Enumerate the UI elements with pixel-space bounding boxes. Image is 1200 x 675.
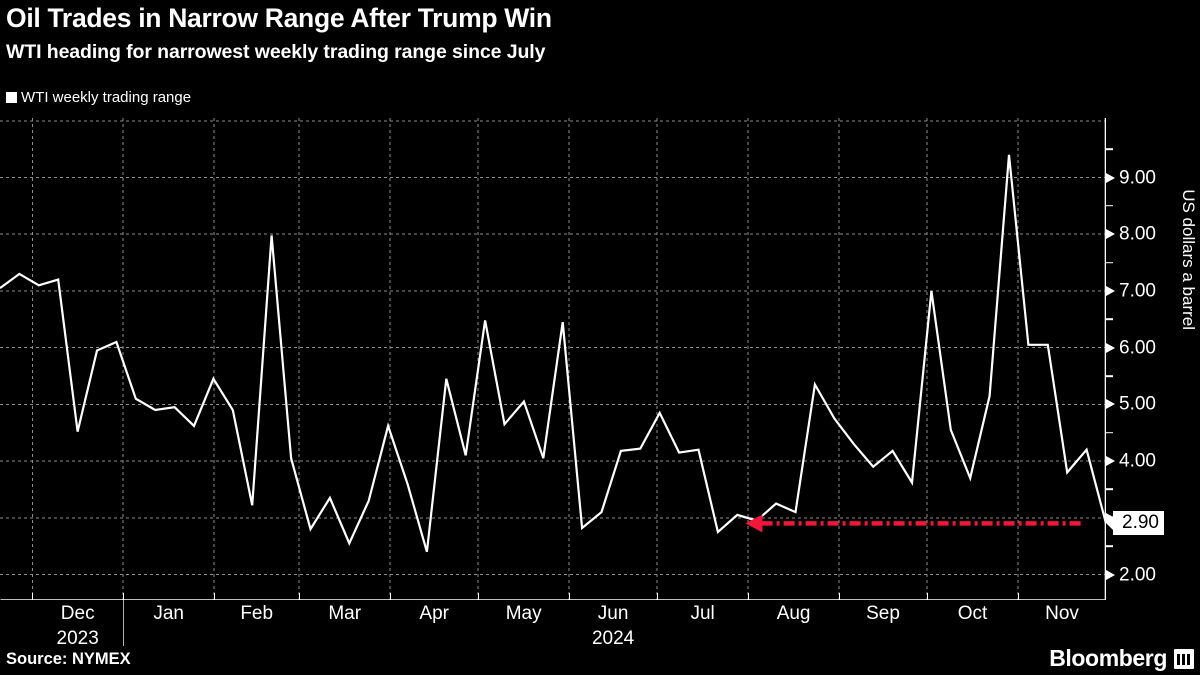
current-value-callout: 2.90 <box>1113 511 1164 536</box>
y-axis-tick-label: 9.00 <box>1119 167 1156 188</box>
x-axis-tick-marker <box>657 593 659 600</box>
x-axis-tick-marker <box>214 593 216 600</box>
data-series-line <box>0 154 1106 553</box>
x-axis-tick-marker <box>478 593 480 600</box>
legend-label: WTI weekly trading range <box>21 89 192 106</box>
y-axis-tick-label: 4.00 <box>1119 450 1156 472</box>
axis-spine <box>0 118 1106 600</box>
x-axis-tick-marker <box>839 593 840 600</box>
x-axis-tick-label: Apr <box>419 603 449 624</box>
y-axis-minor-tick <box>1106 488 1113 491</box>
x-axis-tick-label: Mar <box>328 603 362 624</box>
y-axis-minor-tick <box>1106 148 1113 150</box>
y-axis-tick-marker <box>1106 229 1115 240</box>
y-axis-minor-tick <box>1106 205 1113 207</box>
y-axis-minor-tick <box>1106 375 1113 377</box>
x-axis-year-label: 2024 <box>591 628 635 649</box>
x-axis-tick-label: Feb <box>240 603 274 624</box>
page-subtitle: WTI heading for narrowest weekly trading… <box>6 41 546 63</box>
x-axis-tick-label: May <box>505 603 542 624</box>
y-axis-tick-marker <box>1106 456 1115 467</box>
x-axis-tick-marker <box>748 593 750 600</box>
y-axis-minor-tick <box>1106 261 1113 264</box>
bloomberg-branding: Bloomberg <box>1049 645 1194 672</box>
x-axis-tick-marker <box>390 593 392 600</box>
y-axis-minor-tick <box>1106 431 1113 434</box>
y-axis-tick-marker <box>1106 399 1115 410</box>
x-axis-tick-label: Dec <box>60 603 95 624</box>
x-axis: Dec 2023 Jan Feb Mar Apr May Jun 2024 Jul Aug Sep Oc… <box>0 593 1200 660</box>
y-axis-tick-label: 2.00 <box>1119 564 1156 585</box>
x-axis-tick-marker <box>569 593 571 600</box>
y-axis-tick-label: 6.00 <box>1119 337 1156 359</box>
square-swatch-icon <box>6 92 17 103</box>
y-axis-tick-label: 8.00 <box>1119 223 1156 245</box>
x-axis-year-label: 2023 <box>56 628 99 649</box>
y-axis-tick-marker <box>1106 342 1115 353</box>
x-axis-tick-marker <box>927 593 928 600</box>
x-axis-tick-marker <box>299 593 301 600</box>
source-note: Source: NYMEX <box>6 650 131 668</box>
y-axis-tick-marker <box>1106 286 1115 296</box>
y-axis-minor-tick <box>1106 318 1113 321</box>
bloomberg-terminal-icon <box>1174 648 1194 669</box>
y-axis: 2.00 4.00 5.00 6.00 7.00 8.00 9.00 2.90 <box>1106 118 1176 600</box>
x-axis-tick-marker <box>32 593 34 600</box>
x-axis-tick-label: Nov <box>1045 603 1079 624</box>
y-axis-tick-label: 7.00 <box>1119 280 1156 302</box>
y-axis-tick-marker <box>1106 569 1115 580</box>
plot-area <box>0 118 1106 600</box>
chart-legend: WTI weekly trading range <box>6 89 191 106</box>
brand-label: Bloomberg <box>1049 645 1167 671</box>
x-axis-tick-label: Oct <box>957 603 988 624</box>
x-axis-tick-label: Sep <box>866 603 900 624</box>
annotation-arrowhead-icon <box>745 514 763 533</box>
x-axis-tick-label: Jul <box>690 603 715 624</box>
x-axis-tick-marker <box>1018 593 1019 600</box>
y-axis-tick-marker <box>1106 172 1115 183</box>
y-axis-tick-label: 5.00 <box>1119 393 1156 415</box>
page-title: Oil Trades in Narrow Range After Trump W… <box>6 3 552 33</box>
x-axis-tick-label: Jan <box>153 603 185 624</box>
year-divider <box>123 600 125 646</box>
x-axis-tick-label: Jun <box>597 603 629 624</box>
x-axis-tick-label: Aug <box>776 603 811 624</box>
y-axis-minor-tick <box>1106 545 1113 547</box>
y-axis-title: US dollars a barrel <box>1179 189 1198 330</box>
x-axis-tick-marker <box>123 593 125 600</box>
